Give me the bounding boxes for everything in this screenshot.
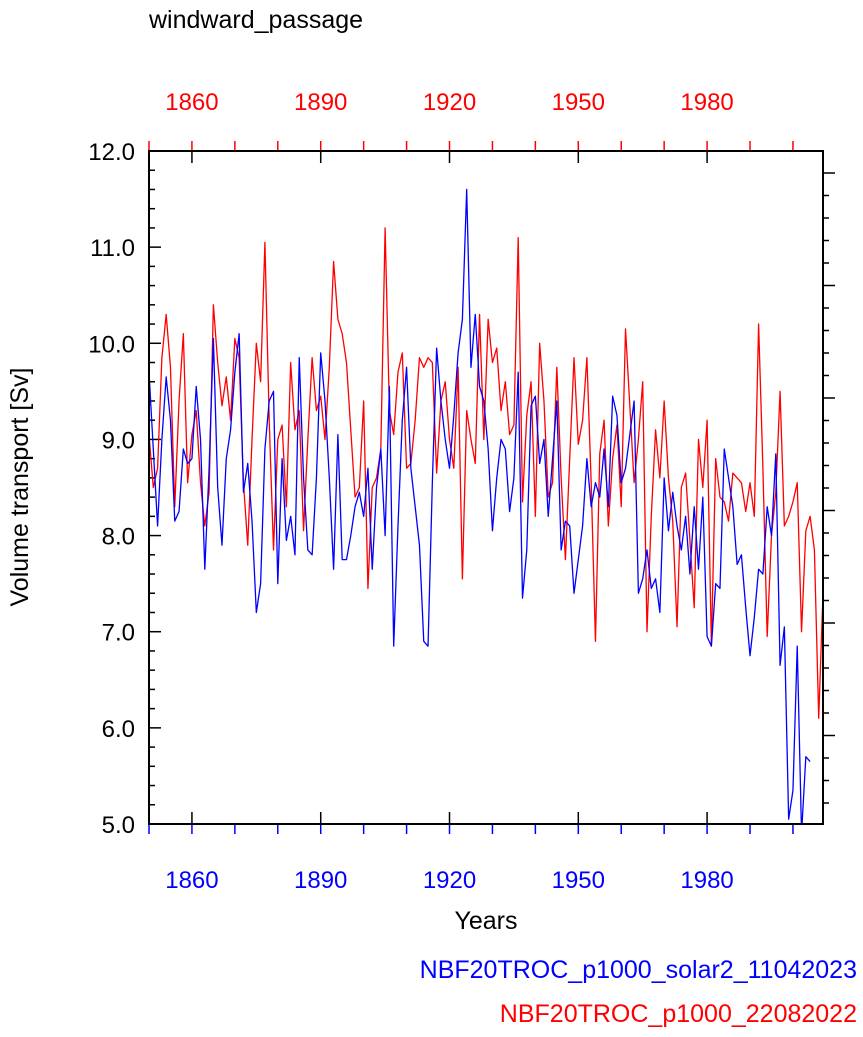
bottom-tick-label: 1950	[552, 867, 605, 894]
y-tick-label: 10.0	[88, 331, 135, 358]
series-line-red	[149, 227, 823, 719]
chart-title: windward_passage	[148, 6, 363, 34]
y-tick-label: 5.0	[102, 812, 135, 839]
legend-entry-blue: NBF20TROC_p1000_solar2_11042023	[420, 956, 857, 984]
top-tick-label: 1950	[552, 89, 605, 116]
top-x-ticks: 1860 1890 1920 1950 1980	[148, 89, 794, 163]
y-tick-label: 9.0	[102, 427, 135, 454]
top-tick-label: 1920	[423, 89, 476, 116]
bottom-tick-label: 1980	[680, 867, 733, 894]
y-tick-label: 6.0	[102, 716, 135, 743]
y-axis-label: Volume transport [Sv]	[6, 367, 34, 606]
series-layer	[149, 188, 823, 824]
bottom-tick-label: 1860	[165, 867, 218, 894]
y-ticks: 5.0 6.0 7.0 8.0 9.0 10.0 11.0 12.0	[88, 139, 835, 839]
series-line-blue	[149, 188, 811, 824]
bottom-x-ticks: 1860 1890 1920 1950 1980	[148, 812, 794, 894]
bottom-tick-label: 1920	[423, 867, 476, 894]
plot-frame	[148, 150, 824, 825]
y-tick-label: 12.0	[88, 139, 135, 166]
y-tick-label: 11.0	[90, 235, 135, 262]
legend-entry-red: NBF20TROC_p1000_22082022	[500, 1000, 857, 1028]
top-tick-label: 1980	[680, 89, 733, 116]
x-axis-label: Years	[454, 907, 517, 935]
bottom-tick-label: 1890	[294, 867, 347, 894]
top-tick-label: 1860	[165, 89, 218, 116]
top-tick-label: 1890	[294, 89, 347, 116]
series-group	[149, 188, 823, 824]
y-tick-label: 8.0	[102, 524, 135, 551]
y-tick-label: 7.0	[102, 620, 135, 647]
